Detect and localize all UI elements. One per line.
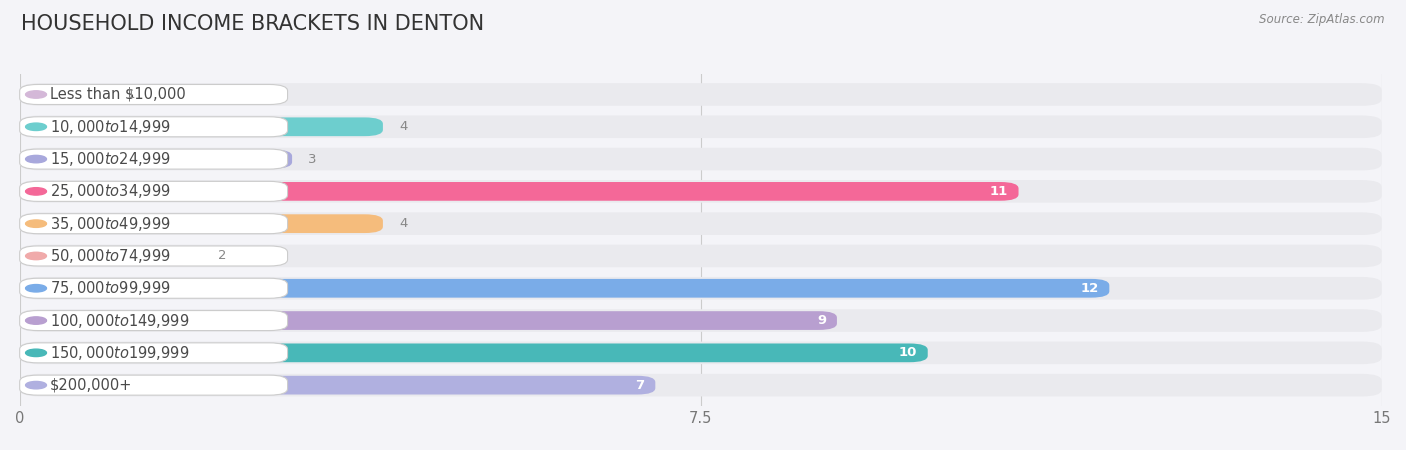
Circle shape <box>25 382 46 389</box>
Text: 9: 9 <box>817 314 827 327</box>
FancyBboxPatch shape <box>20 343 928 362</box>
FancyBboxPatch shape <box>20 212 1382 235</box>
FancyBboxPatch shape <box>20 374 1382 396</box>
Text: $75,000 to $99,999: $75,000 to $99,999 <box>49 279 170 297</box>
Text: 10: 10 <box>898 346 917 360</box>
FancyBboxPatch shape <box>20 278 288 298</box>
FancyBboxPatch shape <box>20 342 1382 364</box>
FancyBboxPatch shape <box>20 311 837 330</box>
Circle shape <box>25 317 46 324</box>
FancyBboxPatch shape <box>20 117 288 137</box>
Circle shape <box>25 91 46 98</box>
Text: $200,000+: $200,000+ <box>49 378 132 393</box>
Circle shape <box>25 220 46 227</box>
Text: HOUSEHOLD INCOME BRACKETS IN DENTON: HOUSEHOLD INCOME BRACKETS IN DENTON <box>21 14 484 33</box>
Text: 4: 4 <box>399 120 408 133</box>
Circle shape <box>25 349 46 356</box>
FancyBboxPatch shape <box>20 277 1382 300</box>
FancyBboxPatch shape <box>20 117 382 136</box>
FancyBboxPatch shape <box>20 343 288 363</box>
Text: $10,000 to $14,999: $10,000 to $14,999 <box>49 118 170 136</box>
FancyBboxPatch shape <box>20 182 1018 201</box>
Circle shape <box>25 155 46 163</box>
FancyBboxPatch shape <box>20 279 1109 297</box>
Text: 2: 2 <box>218 249 226 262</box>
FancyBboxPatch shape <box>20 375 288 395</box>
Circle shape <box>25 123 46 130</box>
FancyBboxPatch shape <box>20 116 1382 138</box>
Circle shape <box>25 252 46 260</box>
FancyBboxPatch shape <box>20 149 288 169</box>
Text: $150,000 to $199,999: $150,000 to $199,999 <box>49 344 188 362</box>
Text: 3: 3 <box>308 153 316 166</box>
Text: Less than $10,000: Less than $10,000 <box>49 87 186 102</box>
FancyBboxPatch shape <box>20 83 1382 106</box>
Text: 1: 1 <box>127 88 135 101</box>
FancyBboxPatch shape <box>20 181 288 202</box>
Text: 7: 7 <box>636 378 644 392</box>
FancyBboxPatch shape <box>20 214 382 233</box>
Text: 4: 4 <box>399 217 408 230</box>
FancyBboxPatch shape <box>20 247 201 266</box>
Text: 12: 12 <box>1080 282 1098 295</box>
FancyBboxPatch shape <box>20 376 655 395</box>
FancyBboxPatch shape <box>20 214 288 234</box>
FancyBboxPatch shape <box>20 309 1382 332</box>
FancyBboxPatch shape <box>20 246 288 266</box>
Text: $35,000 to $49,999: $35,000 to $49,999 <box>49 215 170 233</box>
FancyBboxPatch shape <box>20 148 1382 171</box>
FancyBboxPatch shape <box>20 245 1382 267</box>
Circle shape <box>25 284 46 292</box>
Circle shape <box>25 188 46 195</box>
Text: $25,000 to $34,999: $25,000 to $34,999 <box>49 182 170 200</box>
Text: $50,000 to $74,999: $50,000 to $74,999 <box>49 247 170 265</box>
Text: $100,000 to $149,999: $100,000 to $149,999 <box>49 311 188 329</box>
FancyBboxPatch shape <box>20 85 288 104</box>
Text: $15,000 to $24,999: $15,000 to $24,999 <box>49 150 170 168</box>
Text: Source: ZipAtlas.com: Source: ZipAtlas.com <box>1260 14 1385 27</box>
FancyBboxPatch shape <box>20 85 111 104</box>
FancyBboxPatch shape <box>20 180 1382 202</box>
Text: 11: 11 <box>990 185 1008 198</box>
FancyBboxPatch shape <box>20 150 292 168</box>
FancyBboxPatch shape <box>20 310 288 331</box>
